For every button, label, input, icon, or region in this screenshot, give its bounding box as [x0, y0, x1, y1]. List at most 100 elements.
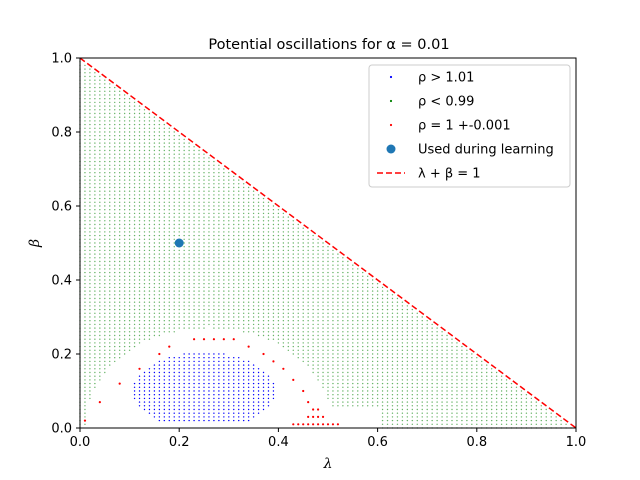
point-rho-below: [148, 135, 151, 137]
point-rho-below: [104, 323, 106, 326]
point-rho-below: [143, 120, 146, 122]
point-rho-below: [173, 142, 175, 144]
point-rho-below: [148, 194, 151, 196]
point-rho-above: [183, 360, 185, 363]
point-rho-below: [143, 223, 146, 226]
point-rho-below: [89, 316, 91, 318]
point-rho-below: [153, 305, 156, 307]
point-rho-below: [109, 183, 111, 185]
point-rho-below: [257, 205, 260, 207]
point-rho-below: [342, 327, 344, 329]
point-rho-below: [148, 146, 151, 148]
point-rho-below: [128, 168, 131, 170]
point-rho-below: [322, 327, 324, 329]
point-rho-below: [114, 308, 116, 311]
point-rho-below: [89, 249, 91, 252]
point-rho-below: [381, 334, 384, 337]
point-rho-above: [213, 419, 215, 422]
point-rho-below: [148, 331, 151, 333]
point-rho-below: [257, 320, 260, 322]
point-rho-above: [228, 368, 230, 370]
point-rho-below: [337, 275, 339, 277]
point-rho-above: [257, 368, 260, 370]
point-rho-below: [203, 308, 205, 311]
point-rho-below: [287, 253, 290, 255]
point-rho-above: [233, 401, 235, 403]
point-rho-below: [193, 149, 195, 152]
point-rho-above: [247, 405, 250, 407]
point-rho-below: [198, 234, 200, 237]
point-rho-above: [153, 412, 156, 414]
point-rho-below: [188, 220, 190, 222]
point-rho-below: [242, 249, 245, 252]
point-rho-below: [386, 308, 389, 311]
point-rho-below: [153, 316, 156, 318]
point-rho-below: [238, 305, 240, 307]
point-rho-below: [188, 209, 190, 211]
legend-swatch: [386, 144, 396, 154]
point-rho-below: [461, 390, 463, 392]
point-rho-equal: [98, 401, 101, 404]
point-rho-below: [317, 349, 319, 351]
point-rho-below: [406, 305, 409, 307]
point-rho-below: [292, 268, 294, 270]
y-axis-label: β: [27, 239, 43, 248]
point-rho-below: [317, 308, 319, 311]
point-rho-below: [342, 268, 344, 270]
point-rho-below: [228, 320, 230, 322]
point-rho-below: [381, 357, 384, 359]
point-rho-below: [317, 316, 319, 318]
point-rho-below: [148, 253, 151, 255]
point-rho-below: [396, 386, 399, 388]
point-rho-above: [208, 412, 210, 414]
point-rho-below: [262, 234, 265, 237]
point-rho-below: [371, 301, 374, 303]
point-rho-below: [515, 412, 518, 414]
point-rho-above: [213, 382, 215, 385]
point-rho-below: [362, 364, 364, 366]
point-rho-below: [282, 286, 285, 289]
point-rho-below: [317, 368, 319, 370]
point-rho-above: [148, 390, 151, 392]
point-rho-above: [238, 401, 240, 403]
point-rho-below: [133, 190, 136, 192]
point-rho-below: [173, 183, 175, 185]
point-rho-below: [104, 101, 106, 104]
point-rho-below: [396, 375, 399, 377]
point-rho-below: [252, 227, 255, 229]
point-rho-below: [317, 342, 319, 344]
point-rho-below: [89, 386, 91, 388]
point-rho-below: [123, 334, 126, 337]
point-rho-below: [143, 186, 146, 189]
point-rho-below: [297, 290, 299, 292]
point-rho-below: [138, 305, 141, 307]
point-rho-below: [421, 386, 423, 388]
point-rho-below: [168, 279, 170, 281]
point-rho-below: [391, 323, 394, 326]
point-rho-below: [153, 286, 156, 289]
point-rho-below: [109, 146, 111, 148]
point-rho-below: [143, 212, 146, 215]
point-rho-below: [411, 390, 414, 392]
point-rho-above: [252, 364, 255, 366]
point-rho-below: [307, 246, 309, 248]
point-rho-below: [322, 379, 324, 381]
point-rho-above: [153, 364, 156, 366]
point-rho-below: [213, 234, 215, 237]
point-rho-below: [381, 327, 384, 329]
point-rho-below: [242, 279, 245, 281]
point-rho-above: [223, 386, 225, 388]
point-rho-below: [247, 212, 250, 215]
point-rho-below: [89, 131, 91, 133]
legend-swatch: [389, 123, 393, 127]
point-rho-below: [486, 379, 488, 381]
point-rho-below: [490, 382, 493, 385]
point-rho-below: [114, 112, 116, 115]
point-rho-below: [89, 205, 91, 207]
point-rho-below: [109, 220, 111, 222]
point-rho-below: [500, 375, 503, 377]
point-rho-above: [262, 401, 265, 403]
point-rho-below: [213, 186, 215, 189]
point-rho-below: [481, 423, 483, 425]
point-rho-below: [118, 345, 121, 348]
